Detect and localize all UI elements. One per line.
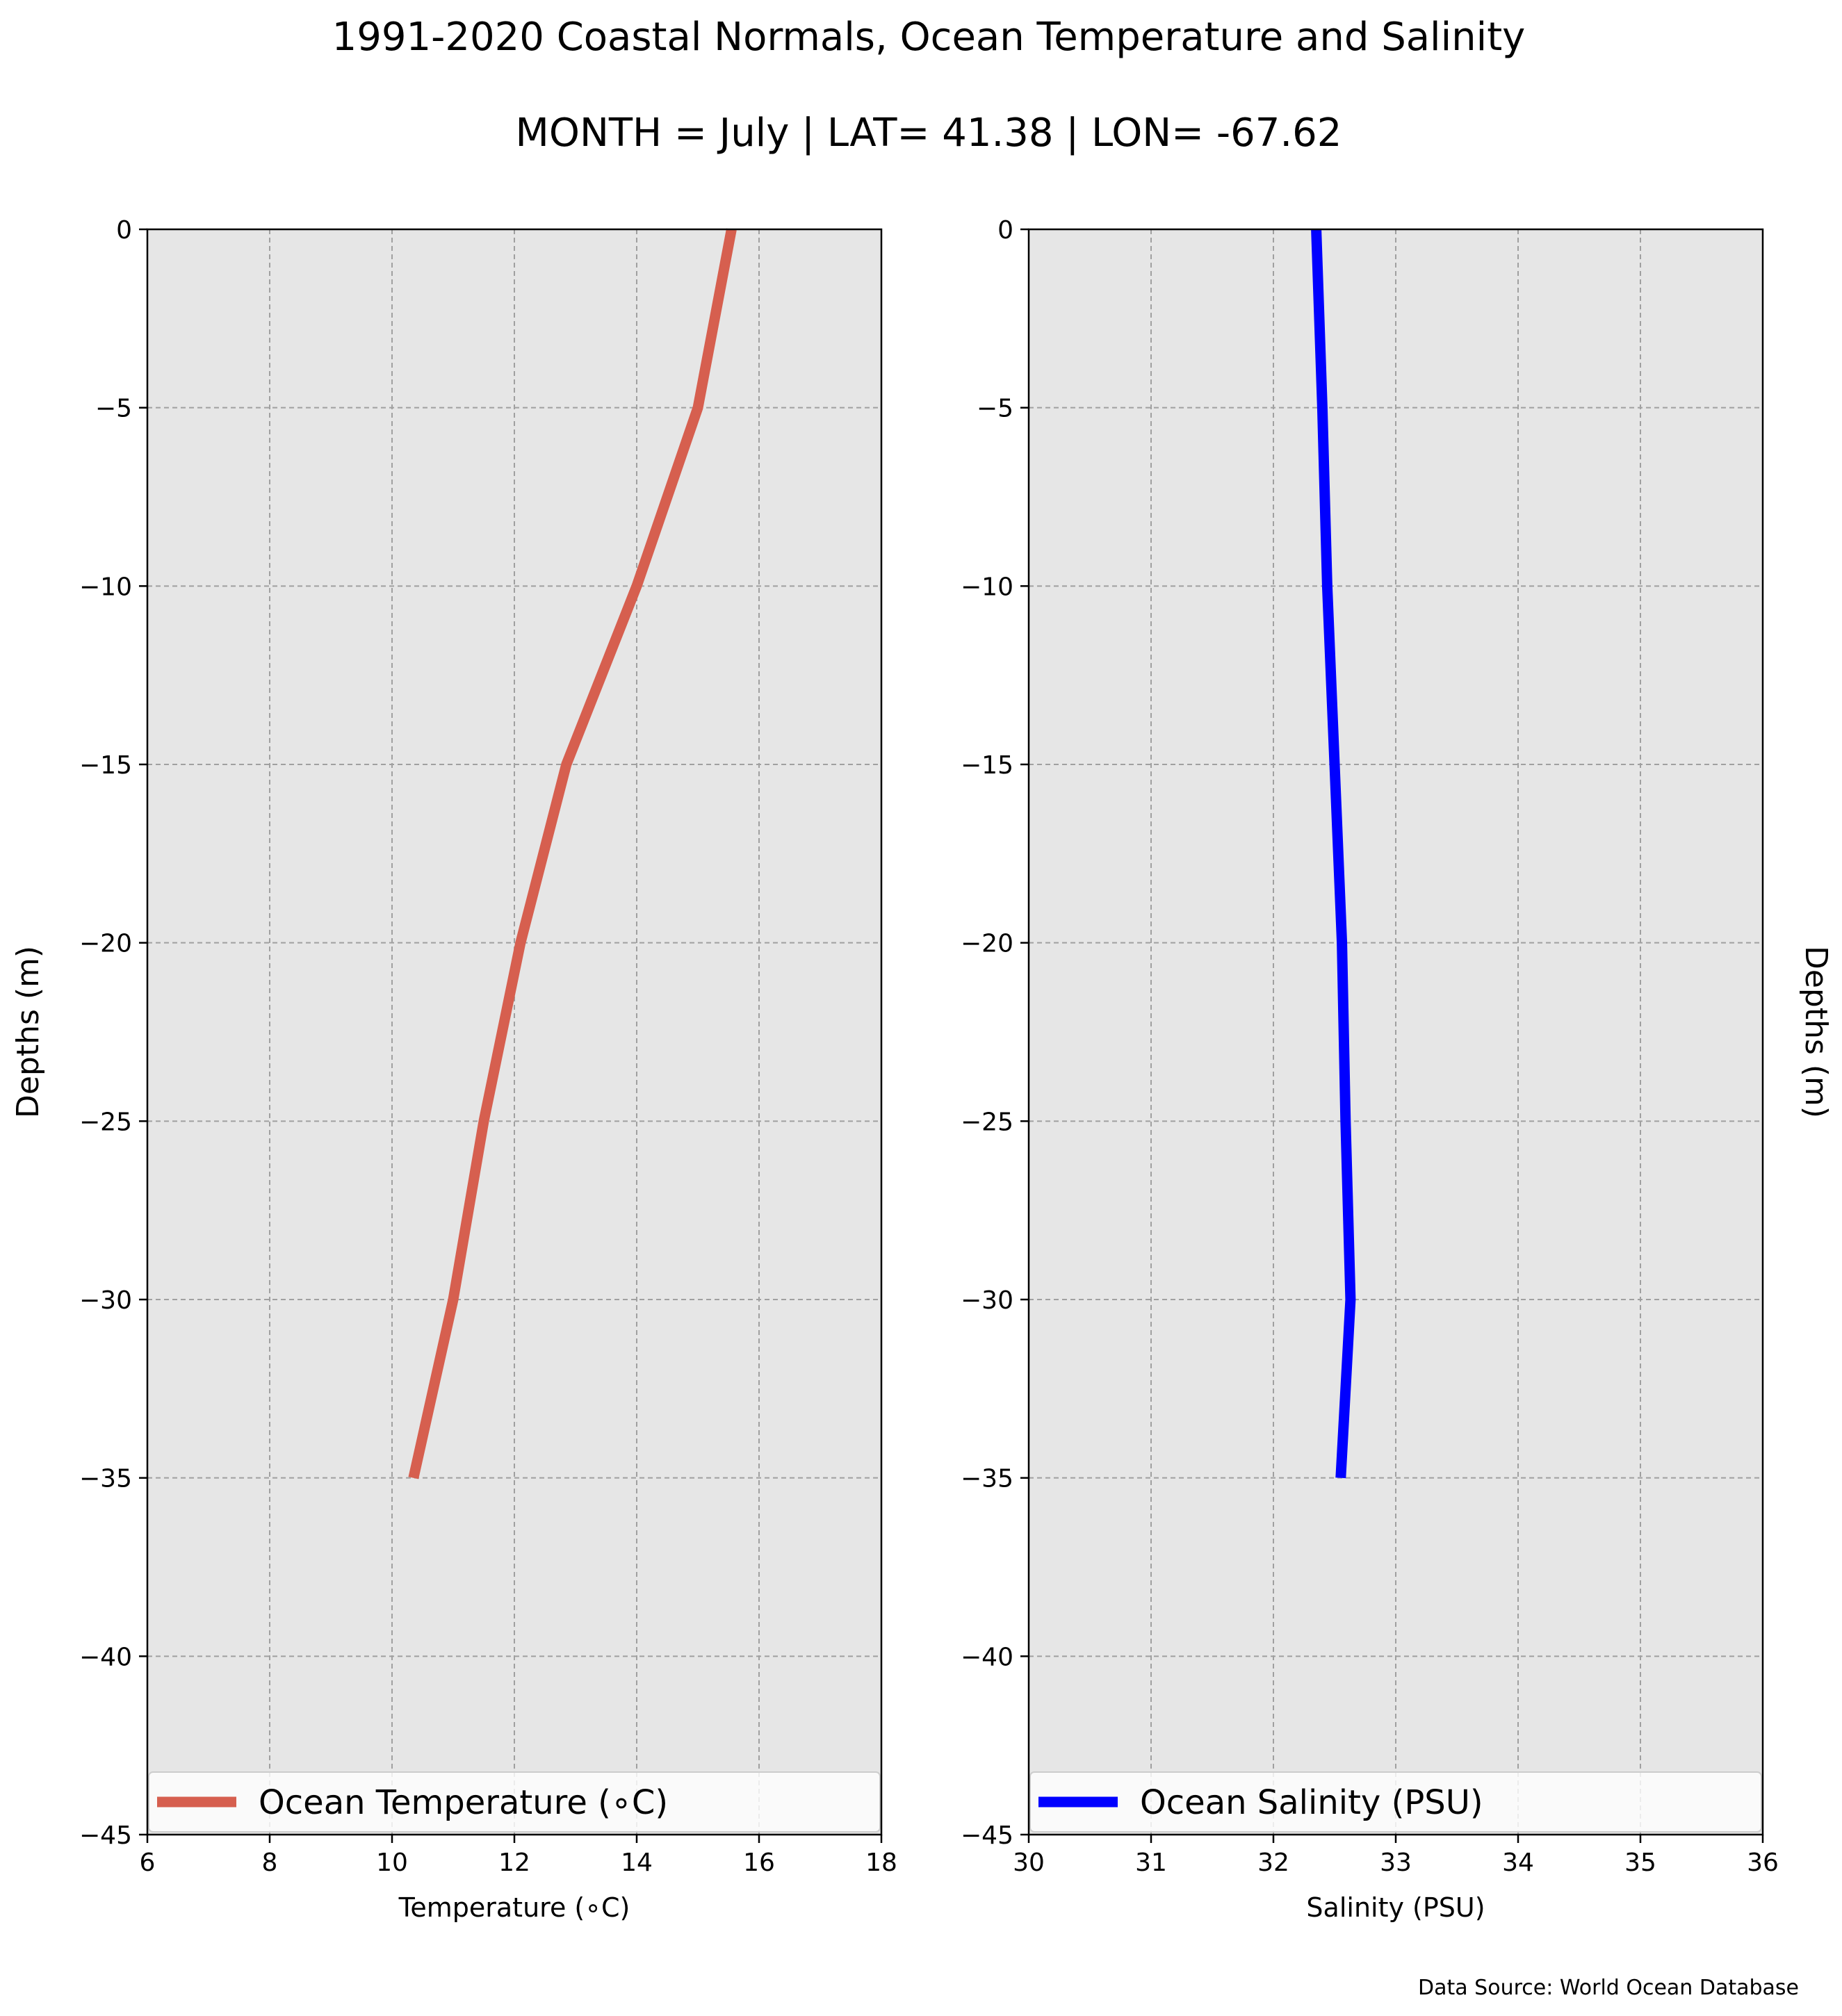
salinity-y-tick-label: −45 [961, 1821, 1013, 1850]
temperature-y-tick-label: 0 [116, 216, 132, 245]
salinity-y-tick-label: 0 [997, 216, 1013, 245]
temperature-y-tick-label: −15 [79, 751, 132, 780]
salinity-x-tick-label: 31 [1135, 1849, 1167, 1877]
temperature-panel: Ocean Temperature (∘C) 6 8 10 12 14 16 18 0 −5 −10… [10, 216, 897, 1923]
temperature-x-tick-label: 6 [140, 1849, 156, 1877]
temperature-series-line [408, 228, 737, 1480]
temperature-x-axis-label: Temperature (∘C) [398, 1892, 630, 1923]
salinity-series-line [1311, 229, 1356, 1479]
temperature-legend-label: Ocean Temperature (∘C) [259, 1783, 668, 1822]
temperature-x-tick-label: 16 [743, 1849, 775, 1877]
temperature-y-tick-label: −25 [79, 1108, 132, 1136]
salinity-y-tick-label: −25 [961, 1108, 1013, 1136]
salinity-y-tick-label: −35 [961, 1465, 1013, 1493]
salinity-x-tick-label: 35 [1624, 1849, 1656, 1877]
temperature-x-tick-label: 12 [498, 1849, 530, 1877]
temperature-x-tick-label: 14 [621, 1849, 653, 1877]
temperature-y-axis-label: Depths (m) [10, 946, 46, 1118]
temperature-x-tick-label: 8 [262, 1849, 278, 1877]
salinity-y-tick-label: −40 [961, 1643, 1013, 1671]
temperature-x-tick-label: 18 [865, 1849, 897, 1877]
data-source-note: Data Source: World Ocean Database [1418, 1976, 1799, 2000]
temperature-y-tick-label: −5 [95, 395, 132, 423]
salinity-y-tick-label: −15 [961, 751, 1013, 780]
salinity-panel: Ocean Salinity (PSU) 30 31 32 33 34 35 36 0 −5 −10… [961, 216, 1834, 1923]
temperature-x-tick-label: 10 [376, 1849, 408, 1877]
temperature-legend-box [148, 1771, 881, 1833]
salinity-x-tick-label: 33 [1380, 1849, 1412, 1877]
temperature-y-tick-label: −10 [79, 573, 132, 601]
salinity-x-axis-label: Salinity (PSU) [1306, 1892, 1485, 1923]
chart-title: 1991-2020 Coastal Normals, Ocean Tempera… [332, 15, 1526, 60]
salinity-legend-label: Ocean Salinity (PSU) [1140, 1783, 1483, 1822]
salinity-y-tick-label: −10 [961, 573, 1013, 601]
salinity-y-tick-label: −5 [977, 395, 1013, 423]
salinity-x-tick-label: 30 [1013, 1849, 1045, 1877]
salinity-x-tick-label: 36 [1747, 1849, 1779, 1877]
temperature-y-tick-label: −35 [79, 1465, 132, 1493]
chart-subtitle: MONTH = July | LAT= 41.38 | LON= -67.62 [516, 110, 1342, 156]
temperature-y-tick-label: −30 [79, 1286, 132, 1315]
salinity-y-tick-label: −30 [961, 1286, 1013, 1315]
salinity-x-tick-label: 34 [1502, 1849, 1534, 1877]
salinity-y-tick-label: −20 [961, 930, 1013, 958]
temperature-y-tick-label: −45 [79, 1821, 132, 1850]
temperature-y-tick-label: −40 [79, 1643, 132, 1671]
temperature-y-tick-label: −20 [79, 930, 132, 958]
salinity-legend-box [1029, 1771, 1762, 1833]
salinity-x-tick-label: 32 [1257, 1849, 1289, 1877]
salinity-y-axis-label: Depths (m) [1798, 946, 1834, 1118]
